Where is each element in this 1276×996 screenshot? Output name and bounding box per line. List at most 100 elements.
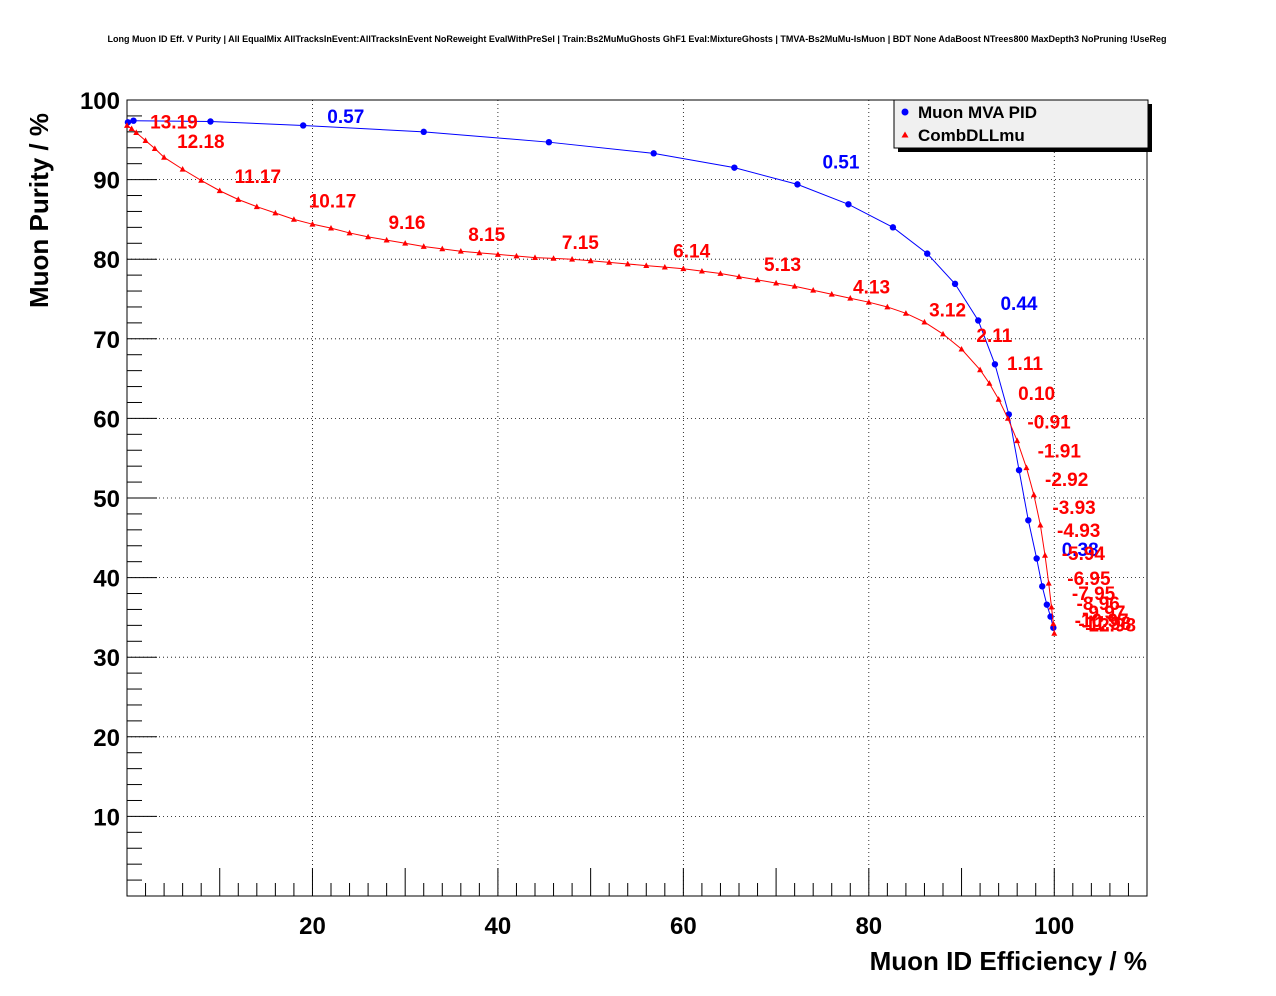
cut-value-label: -8.96 bbox=[1077, 594, 1120, 615]
series-layer bbox=[124, 117, 1058, 636]
legend-marker-dll bbox=[901, 131, 909, 138]
y-tick-label: 60 bbox=[93, 406, 120, 433]
cut-value-label: -4.93 bbox=[1057, 521, 1100, 542]
data-point bbox=[198, 177, 205, 183]
x-tick-label: 60 bbox=[670, 913, 697, 940]
data-point bbox=[794, 181, 801, 188]
data-point bbox=[1037, 521, 1044, 528]
legend: Muon MVA PID CombDLLmu bbox=[893, 99, 1152, 152]
data-point bbox=[151, 145, 158, 151]
data-point bbox=[977, 366, 984, 373]
data-point bbox=[216, 187, 223, 194]
data-point bbox=[235, 196, 242, 202]
y-tick-label: 40 bbox=[93, 566, 120, 593]
data-point bbox=[986, 380, 993, 386]
axis-ticks: 20 40 60 80 100 10 20 30 40 50 60 70 80 90 100 bbox=[80, 88, 1148, 940]
data-point bbox=[346, 229, 353, 236]
data-point bbox=[698, 267, 705, 274]
cut-value-label: 2.11 bbox=[976, 326, 1012, 347]
legend-label-dll: CombDLLmu bbox=[918, 126, 1025, 145]
cut-value-label: 0.44 bbox=[1000, 294, 1037, 315]
data-point bbox=[1050, 620, 1057, 627]
data-point bbox=[661, 263, 668, 270]
y-tick-label: 90 bbox=[93, 168, 120, 195]
data-point bbox=[1039, 583, 1046, 590]
data-point bbox=[921, 318, 928, 325]
x-tick-label: 80 bbox=[855, 913, 882, 940]
data-point bbox=[680, 265, 687, 272]
y-tick-label: 80 bbox=[93, 247, 120, 274]
chart-title: Long Muon ID Eff. V Purity | All EqualMi… bbox=[108, 34, 1167, 44]
data-point bbox=[550, 255, 557, 261]
data-point bbox=[179, 166, 186, 172]
legend-marker-mva bbox=[901, 108, 909, 116]
data-point bbox=[130, 117, 137, 124]
cut-value-label: -1.91 bbox=[1038, 441, 1082, 462]
cut-value-label: -12.98 bbox=[1082, 616, 1136, 637]
data-point bbox=[1048, 603, 1055, 610]
data-point bbox=[828, 291, 835, 297]
data-point bbox=[290, 216, 297, 222]
x-tick-label: 20 bbox=[299, 913, 326, 940]
data-point bbox=[975, 317, 982, 324]
data-point bbox=[128, 125, 135, 132]
data-point bbox=[476, 249, 483, 256]
cut-value-label: 4.13 bbox=[853, 277, 890, 298]
x-tick-label: 100 bbox=[1034, 913, 1074, 940]
data-point bbox=[1004, 415, 1011, 421]
data-point bbox=[309, 220, 316, 227]
cut-value-label: 8.15 bbox=[468, 225, 505, 246]
data-point bbox=[532, 254, 538, 261]
series-line bbox=[127, 120, 1054, 628]
cut-value-label: 0.51 bbox=[822, 152, 859, 173]
data-point bbox=[606, 259, 613, 265]
data-point bbox=[207, 118, 214, 125]
cut-value-label: 11.17 bbox=[235, 167, 282, 188]
cut-value-label: -9.97 bbox=[1082, 603, 1125, 624]
cut-value-label: 0.57 bbox=[327, 107, 364, 128]
data-point bbox=[513, 252, 520, 259]
y-tick-label: 50 bbox=[93, 486, 120, 513]
cut-value-label: 13.19 bbox=[150, 113, 198, 134]
data-point bbox=[847, 295, 854, 301]
data-point bbox=[754, 276, 761, 283]
data-point bbox=[889, 224, 897, 231]
data-point bbox=[736, 273, 742, 280]
data-point bbox=[402, 240, 409, 246]
series-0 bbox=[124, 117, 1057, 631]
cut-value-label: -2.92 bbox=[1045, 470, 1088, 491]
data-point bbox=[924, 250, 931, 257]
data-point bbox=[1042, 552, 1048, 558]
data-point bbox=[161, 154, 168, 160]
cut-value-label: 10.17 bbox=[309, 191, 357, 212]
data-point bbox=[569, 256, 576, 262]
cut-value-label: 3.12 bbox=[929, 301, 966, 322]
series-line bbox=[126, 125, 1055, 634]
x-axis-title: Muon ID Efficiency / % bbox=[870, 946, 1147, 976]
cut-value-label: -7.95 bbox=[1072, 584, 1116, 605]
cut-value-label: 6.14 bbox=[673, 242, 710, 263]
data-point bbox=[133, 129, 140, 136]
cut-value-label: 0.38 bbox=[1062, 540, 1099, 561]
data-point bbox=[1045, 579, 1052, 586]
data-point bbox=[253, 203, 260, 210]
data-point bbox=[1030, 491, 1037, 498]
y-axis-title: Muon Purity / % bbox=[24, 113, 54, 308]
cut-value-label: 12.18 bbox=[177, 132, 225, 153]
data-point bbox=[420, 243, 427, 249]
data-point bbox=[1023, 464, 1030, 471]
data-point bbox=[810, 287, 817, 293]
data-point bbox=[643, 262, 650, 268]
cut-value-label: -5.94 bbox=[1062, 544, 1106, 565]
data-point bbox=[1033, 555, 1040, 562]
data-point bbox=[884, 303, 891, 310]
y-tick-label: 20 bbox=[93, 725, 120, 752]
cut-value-label: 9.16 bbox=[388, 213, 425, 234]
data-point bbox=[439, 245, 446, 252]
data-point bbox=[299, 122, 307, 129]
y-tick-label: 30 bbox=[93, 645, 120, 672]
data-point bbox=[365, 233, 372, 240]
data-point bbox=[995, 396, 1002, 402]
